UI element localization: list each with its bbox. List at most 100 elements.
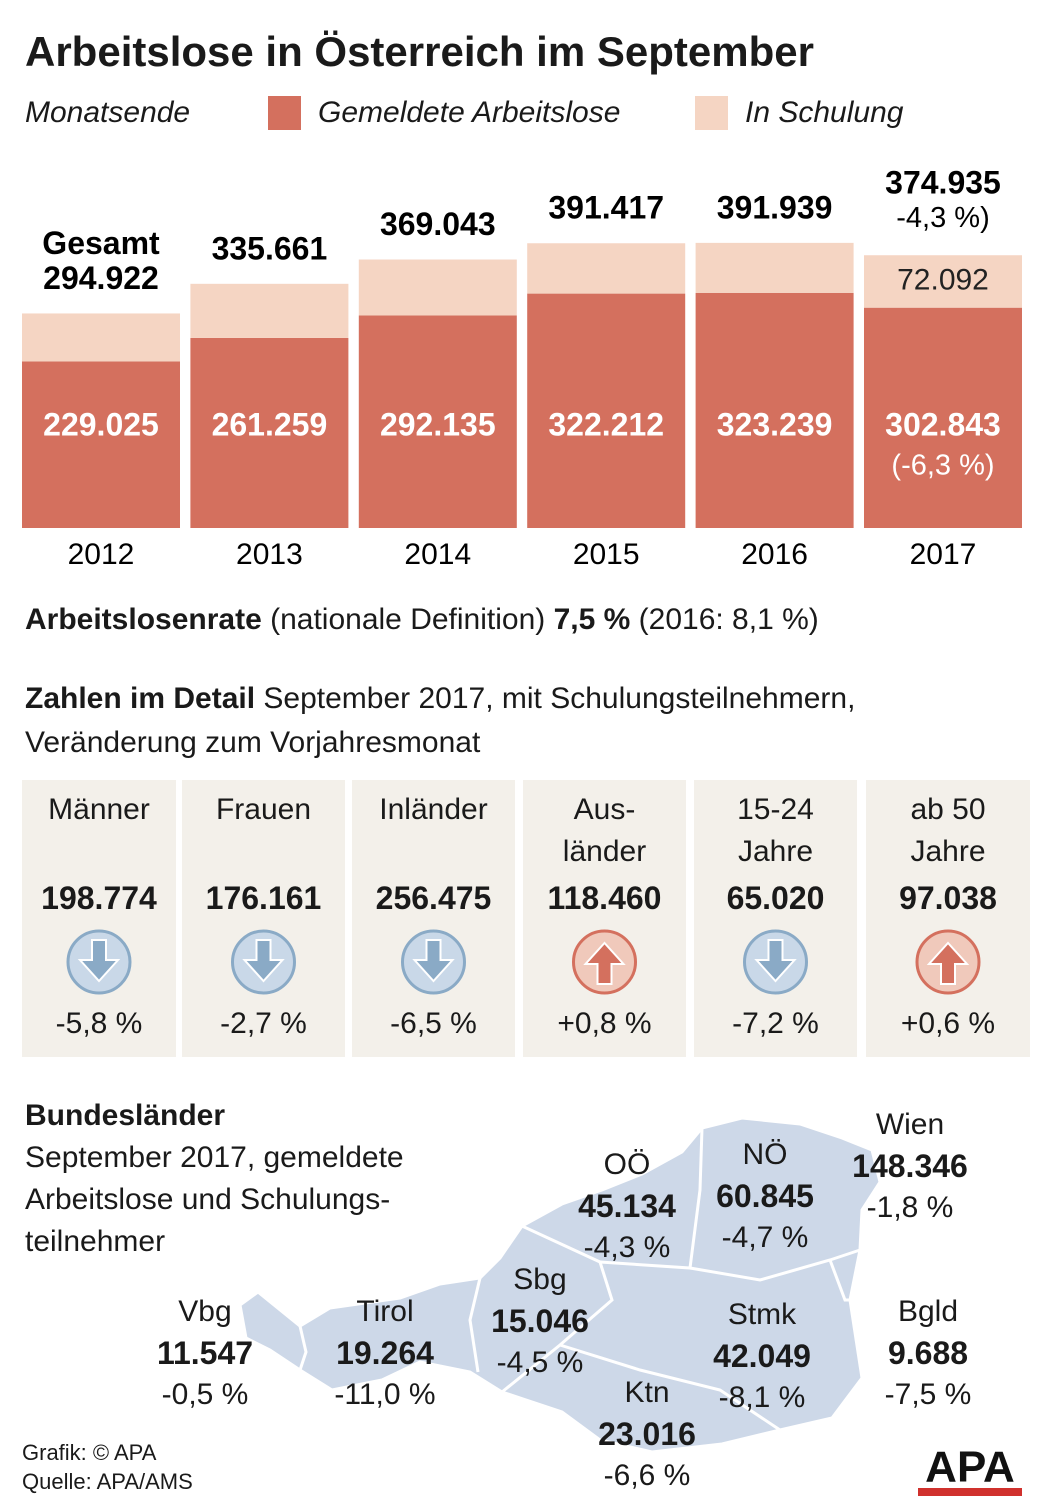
region-value: 19.264: [336, 1335, 434, 1371]
region-change: -4,3 %: [583, 1231, 671, 1264]
group-label: Männer: [48, 793, 150, 826]
region-value: 45.134: [578, 1188, 676, 1224]
bar-segment: [22, 361, 180, 528]
value-annotation: (-6,3 %): [891, 450, 994, 482]
bar-segment: [695, 242, 854, 293]
region-change: -7,5 %: [884, 1378, 972, 1411]
total-label: 294.922: [43, 260, 159, 296]
bar-segment: [527, 243, 686, 294]
x-tick-label: 2016: [741, 538, 808, 571]
source: Quelle: APA/AMS: [22, 1469, 193, 1494]
rate-value: 7,5 %: [553, 603, 631, 636]
map-shape: [238, 1116, 882, 1454]
bar-segment: [190, 283, 349, 338]
region-value: 60.845: [716, 1178, 814, 1214]
value-label: 322.212: [548, 406, 664, 442]
region-value: 9.688: [887, 1335, 969, 1371]
group-change: +0,8 %: [557, 1007, 652, 1040]
logo: APA: [925, 1443, 1015, 1492]
x-tick-label: 2014: [404, 538, 471, 571]
group-label: Frauen: [215, 793, 312, 826]
detail-card: [22, 780, 176, 1057]
map-border: [559, 1343, 781, 1432]
value-label: 292.135: [380, 406, 496, 442]
group-label: 15-24 Jahre: [737, 793, 814, 868]
detail-card: [523, 780, 686, 1057]
region-change: -4,5 %: [496, 1346, 584, 1379]
map-border: [501, 1224, 614, 1394]
group-label: ab 50 Jahre: [910, 793, 986, 868]
rate-label: Arbeitslosenrate: [25, 603, 262, 636]
credit: Grafik: © APA: [22, 1440, 157, 1465]
total-annotation: -4,3 %): [896, 202, 989, 234]
trend-arrow: [583, 941, 626, 985]
map-border: [689, 1248, 861, 1282]
legend-label: In Schulung: [745, 96, 904, 129]
total-label: 335.661: [212, 230, 328, 266]
value-label: 261.259: [212, 406, 328, 442]
region-value: 15.046: [491, 1303, 589, 1339]
group-change: -7,2 %: [732, 1007, 819, 1040]
rate-previous: (2016: 8,1 %): [638, 603, 819, 636]
group-value: 176.161: [205, 880, 322, 916]
bar-segment: [864, 255, 1022, 308]
map-border: [298, 1325, 308, 1371]
regions-subtitle: September 2017, gemeldete Arbeitslose un…: [25, 1141, 404, 1258]
region-change: -0,5 %: [161, 1378, 249, 1411]
group-change: -5,8 %: [55, 1007, 143, 1040]
bar-segment: [358, 315, 517, 528]
value-label: 72.092: [897, 263, 989, 296]
region-name: Bgld: [897, 1295, 959, 1328]
trend-arrow: [754, 939, 797, 983]
region-name: Vbg: [178, 1295, 232, 1328]
total-title: Gesamt: [42, 225, 160, 261]
map-border: [468, 1277, 482, 1373]
detail-subtitle: September 2017, mit Schulungsteilnehmern…: [25, 682, 856, 759]
detail-card: [182, 780, 345, 1057]
trend-arrow: [242, 939, 285, 983]
group-change: -6,5 %: [390, 1007, 477, 1040]
legend-swatch: [695, 96, 728, 130]
region-value: 11.547: [156, 1335, 254, 1371]
value-label: 302.843: [885, 406, 1001, 442]
detail-heading: Zahlen im Detail September 2017, mit Sch…: [25, 677, 855, 765]
x-tick-label: 2017: [910, 538, 977, 571]
bar-segment: [864, 307, 1022, 528]
region-name: Wien: [875, 1108, 945, 1141]
bar-segment: [358, 259, 517, 316]
bar-segment: [190, 337, 349, 528]
title: Arbeitslose in Österreich im September: [25, 28, 814, 75]
region-change: -4,7 %: [721, 1221, 809, 1254]
x-tick-label: 2015: [573, 538, 640, 571]
region-name: Stmk: [727, 1298, 797, 1331]
trend-arrow: [412, 939, 455, 983]
bar-segment: [695, 292, 854, 528]
total-label: 391.417: [548, 190, 664, 226]
group-value: 198.774: [41, 880, 157, 916]
detail-card: [694, 780, 857, 1057]
region-change: -1,8 %: [866, 1191, 954, 1224]
rate-definition: (nationale Definition): [270, 603, 546, 636]
region-name: Tirol: [356, 1295, 414, 1328]
total-label: 391.939: [717, 189, 833, 225]
logo-bar: [918, 1488, 1022, 1496]
regions-title: Bundesländer: [25, 1099, 226, 1132]
bar-segment: [527, 293, 686, 528]
austria-map: [238, 1116, 882, 1454]
region-change: -6,6 %: [603, 1459, 691, 1492]
x-tick-label: 2013: [236, 538, 303, 571]
group-value: 256.475: [375, 880, 492, 916]
value-label: 229.025: [43, 406, 159, 442]
rate-line: Arbeitslosenrate (nationale Definition) …: [25, 599, 819, 641]
detail-card: [866, 780, 1030, 1057]
legend-swatch: [268, 96, 301, 130]
region-change: -8,1 %: [718, 1381, 806, 1414]
group-label: Aus- länder: [562, 793, 647, 868]
trend-arrow: [926, 941, 970, 985]
group-label: Inländer: [379, 793, 488, 826]
map-border: [599, 1127, 704, 1270]
group-value: 65.020: [726, 880, 825, 916]
legend-label: Gemeldete Arbeitslose: [318, 96, 621, 129]
